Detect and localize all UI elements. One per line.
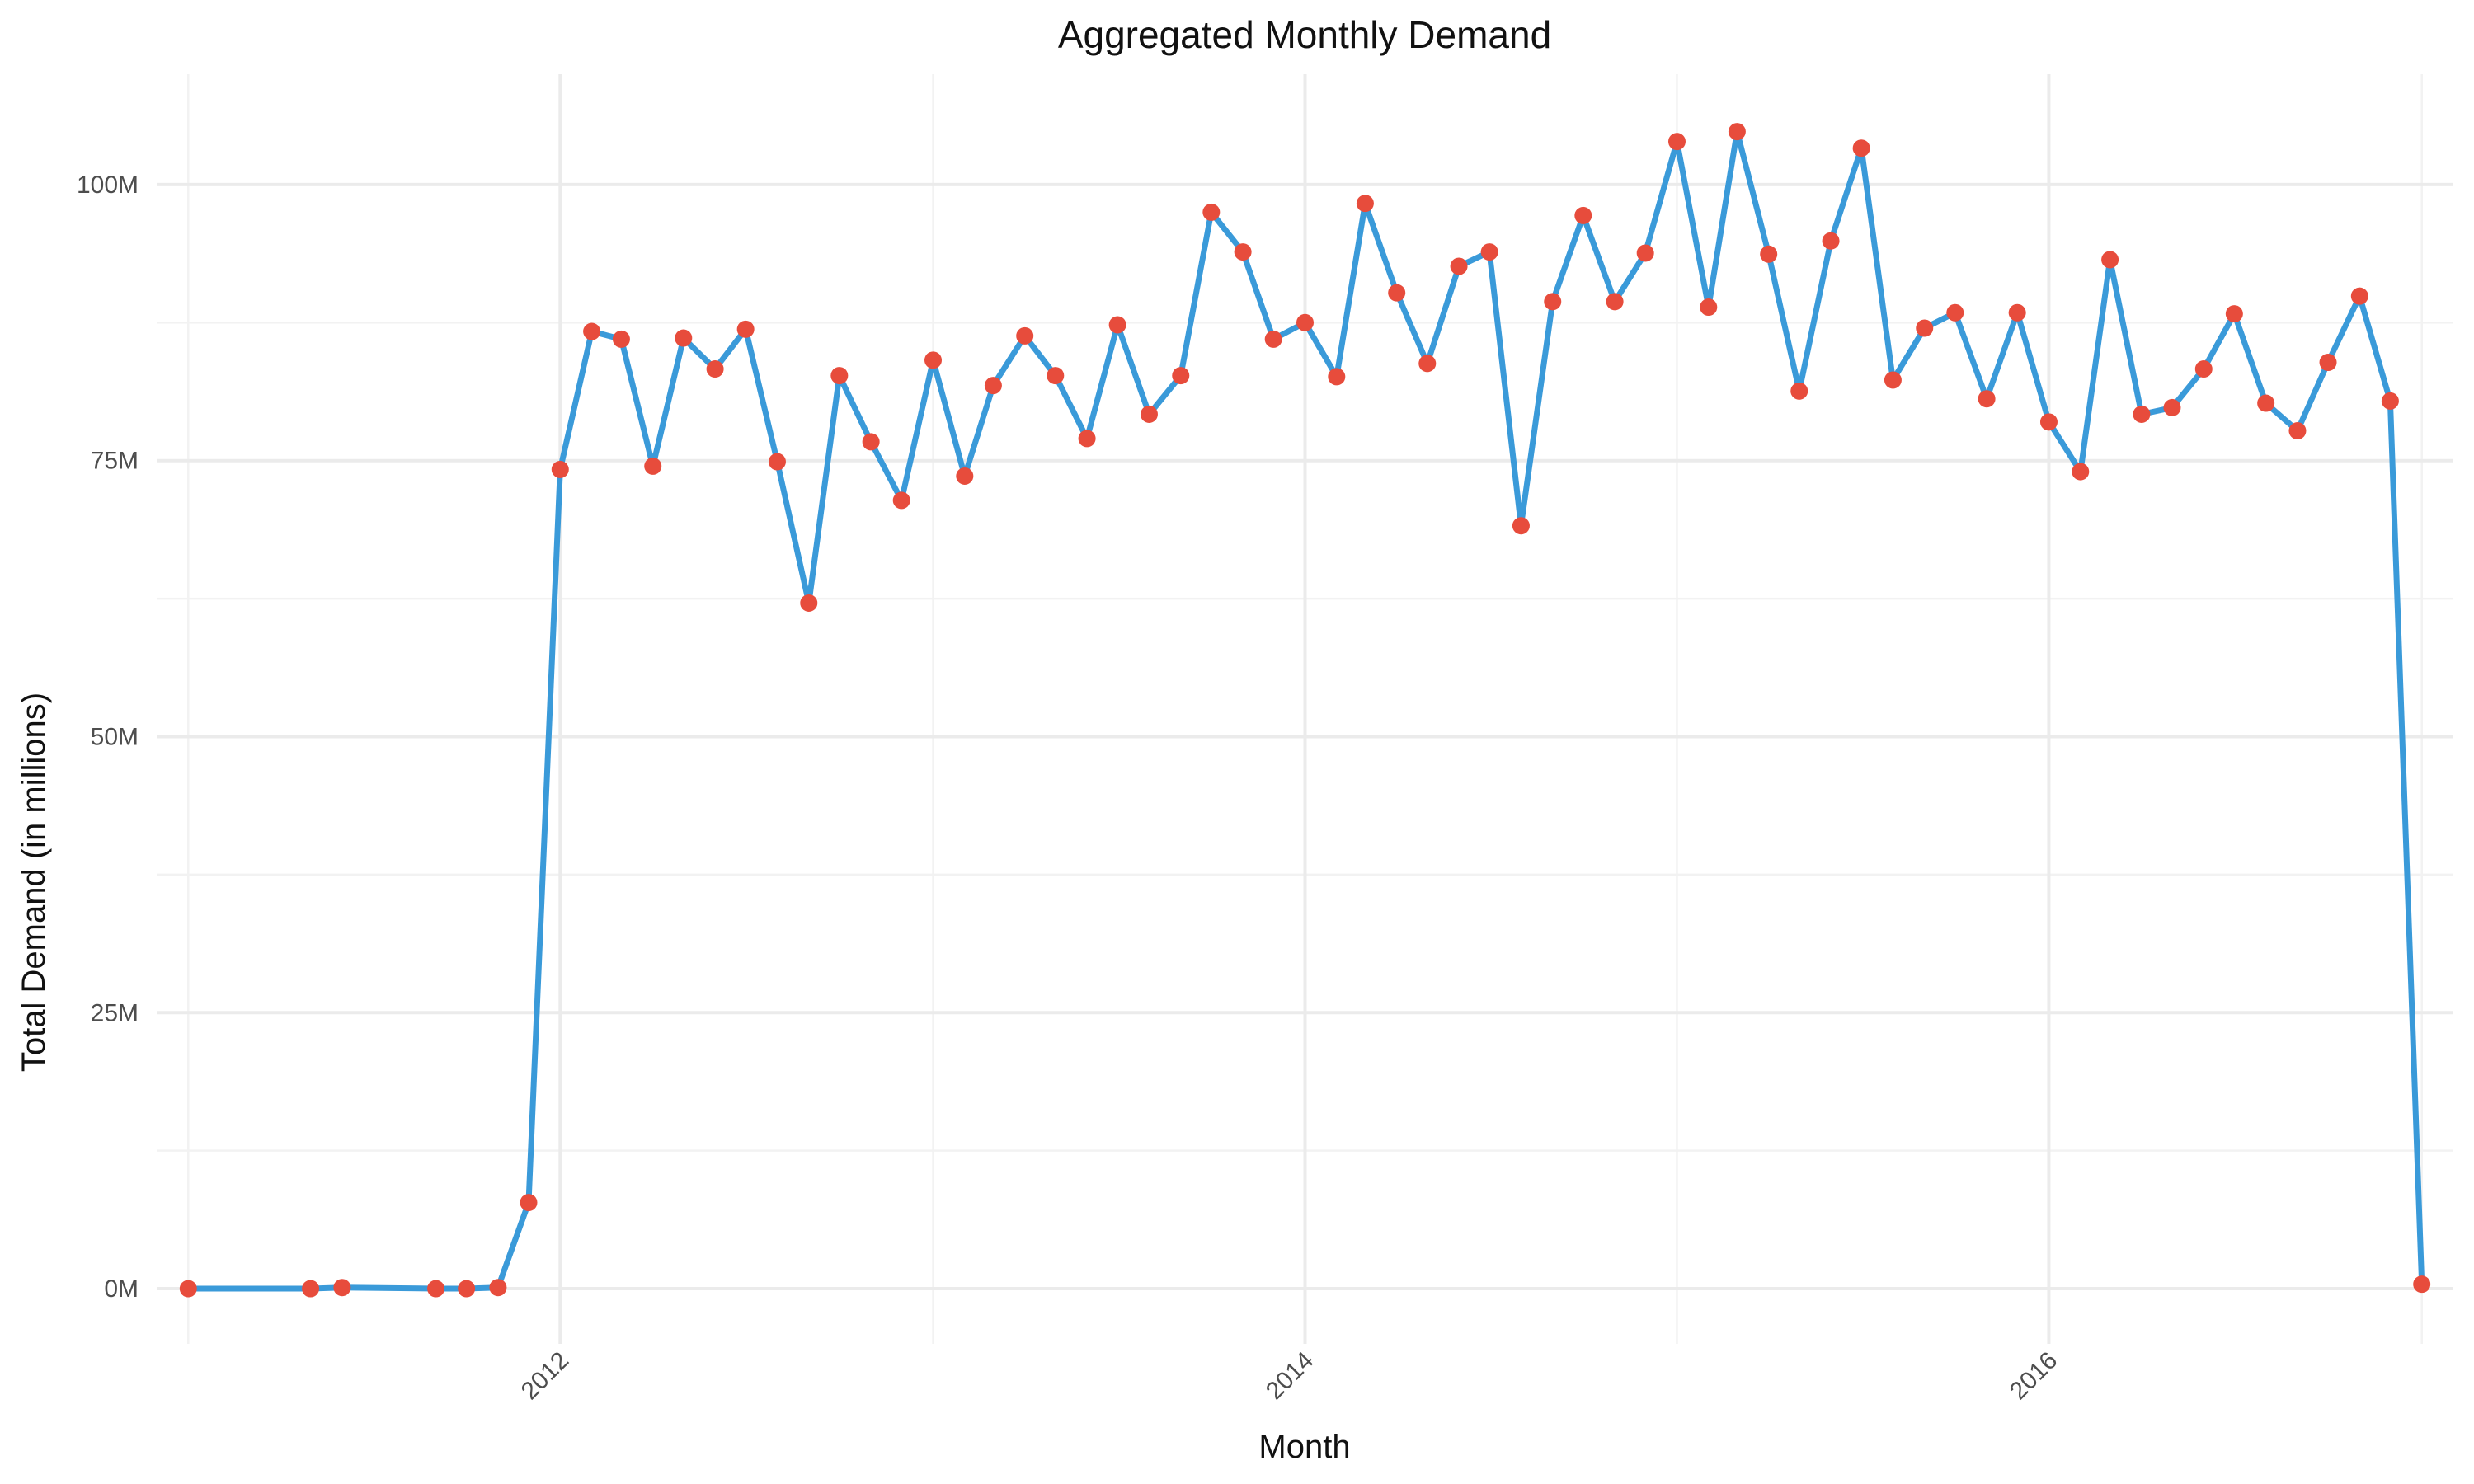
y-tick-label: 50M xyxy=(91,723,139,750)
data-point xyxy=(1418,355,1437,373)
data-point xyxy=(1636,244,1654,262)
data-point xyxy=(2257,394,2275,412)
data-point xyxy=(1388,284,1406,302)
y-tick-label: 25M xyxy=(91,999,139,1026)
data-point xyxy=(1016,326,1034,345)
data-point xyxy=(551,460,569,478)
data-point xyxy=(984,377,1002,395)
data-point xyxy=(1822,232,1840,250)
data-point xyxy=(1047,367,1065,385)
y-tick-label: 75M xyxy=(91,448,139,475)
data-point xyxy=(1760,245,1778,263)
y-axis-ticks: 0M 25M 50M 75M 100M xyxy=(77,171,139,1303)
data-point xyxy=(489,1279,507,1297)
x-tick-label: 2016 xyxy=(2005,1347,2063,1406)
x-axis-title: Month xyxy=(1258,1429,1350,1465)
data-point xyxy=(2133,405,2151,423)
data-point xyxy=(2381,392,2399,410)
data-point xyxy=(2008,303,2026,322)
data-point xyxy=(1667,133,1686,151)
data-point xyxy=(862,433,880,451)
data-point xyxy=(1574,206,1592,224)
x-tick-label: 2014 xyxy=(1261,1347,1319,1406)
data-point xyxy=(2288,422,2307,440)
data-point xyxy=(800,594,818,612)
data-point xyxy=(1544,293,1562,311)
data-point xyxy=(1202,203,1221,221)
data-point xyxy=(956,467,974,485)
data-point xyxy=(1884,371,1902,389)
data-point xyxy=(2225,305,2243,323)
data-point xyxy=(1296,313,1314,331)
data-point xyxy=(1916,319,1934,337)
data-point xyxy=(1172,367,1190,385)
data-point xyxy=(1480,243,1498,261)
y-axis-title: Total Demand (in millions) xyxy=(16,693,52,1072)
data-point xyxy=(1852,139,1870,157)
data-point xyxy=(892,491,910,510)
data-point xyxy=(583,322,601,340)
data-point xyxy=(1978,390,1996,408)
data-point xyxy=(1356,195,1374,213)
x-tick-label: 2012 xyxy=(516,1347,575,1406)
data-point xyxy=(1700,298,1718,317)
data-point xyxy=(1264,330,1282,348)
series-points-group xyxy=(179,123,2431,1298)
data-point xyxy=(1606,293,1624,311)
data-point xyxy=(2350,287,2368,305)
major-gridlines xyxy=(157,74,2453,1344)
data-point xyxy=(644,457,662,475)
data-point xyxy=(2413,1275,2431,1294)
y-tick-label: 0M xyxy=(104,1275,139,1303)
data-point xyxy=(1140,405,1158,423)
data-point xyxy=(706,360,724,378)
data-point xyxy=(2194,360,2213,378)
data-point xyxy=(1512,517,1530,535)
data-point xyxy=(1108,316,1126,334)
data-point xyxy=(1790,382,1808,400)
data-point xyxy=(2163,398,2181,416)
data-point xyxy=(768,453,786,471)
data-point xyxy=(302,1280,320,1298)
data-point xyxy=(1078,430,1096,448)
data-point xyxy=(736,320,755,338)
y-tick-label: 100M xyxy=(77,171,139,199)
data-point xyxy=(1946,303,1964,322)
data-point xyxy=(2039,413,2058,431)
data-point xyxy=(675,329,693,347)
data-point xyxy=(1234,243,1252,261)
data-point xyxy=(1450,257,1468,275)
x-axis-ticks: 2012 2014 2016 xyxy=(516,1347,2063,1406)
data-point xyxy=(179,1280,197,1298)
data-point xyxy=(2101,251,2119,269)
data-point xyxy=(1728,123,1746,141)
data-point xyxy=(612,330,630,348)
data-point xyxy=(2319,354,2337,372)
data-point xyxy=(333,1279,351,1297)
chart-title: Aggregated Monthly Demand xyxy=(1058,13,1551,56)
data-point xyxy=(520,1194,538,1212)
data-point xyxy=(458,1280,476,1298)
data-point xyxy=(1328,368,1346,386)
data-point xyxy=(830,367,849,385)
data-point xyxy=(427,1280,445,1298)
data-point xyxy=(2072,463,2090,481)
data-point xyxy=(924,351,943,369)
